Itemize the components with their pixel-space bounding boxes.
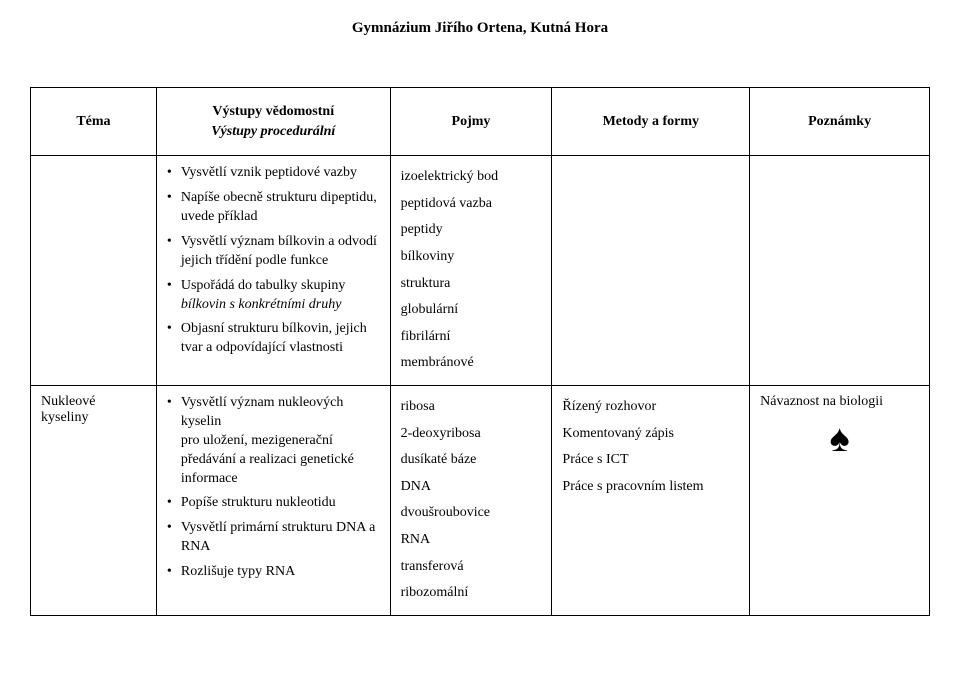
- list-item: fibrilární: [401, 324, 542, 351]
- list-item: Práce s ICT: [562, 447, 739, 474]
- list-item: globulární: [401, 297, 542, 324]
- list-item: Uspořádá do tabulky skupiny bílkovin s k…: [167, 277, 380, 315]
- cell-pojmy: izoelektrický bodpeptidová vazbapeptidyb…: [390, 156, 552, 386]
- cell-metody: Řízený rozhovorKomentovaný zápisPráce s …: [552, 385, 750, 615]
- page-title: Gymnázium Jiřího Ortena, Kutná Hora: [30, 20, 930, 37]
- col-header-metody: Metody a formy: [552, 88, 750, 156]
- list-item: Vysvětlí primární strukturu DNA a RNA: [167, 519, 380, 557]
- list-item: Rozlišuje typy RNA: [167, 563, 380, 582]
- spade-icon: ♠: [760, 420, 919, 458]
- cell-vystupy: Vysvětlí význam nukleových kyselinpro ul…: [156, 385, 390, 615]
- list-item: Vysvětlí význam bílkovin a odvodí jejich…: [167, 233, 380, 271]
- list-item: dvoušroubovice: [401, 500, 542, 527]
- list-item: Vysvětlí význam nukleových kyselinpro ul…: [167, 394, 380, 488]
- list-item: bílkoviny: [401, 244, 542, 271]
- list-item: RNA: [401, 527, 542, 554]
- list-item: ribosa: [401, 394, 542, 421]
- list-item: dusíkaté báze: [401, 447, 542, 474]
- list-item: Objasní strukturu bílkovin, jejich tvar …: [167, 320, 380, 358]
- list-item: peptidová vazba: [401, 191, 542, 218]
- table-row: Vysvětlí vznik peptidové vazby Napíše obe…: [31, 156, 930, 386]
- list-item: transferová: [401, 554, 542, 581]
- cell-tema: Nukleové kyseliny: [31, 385, 157, 615]
- col-header-vystupy-line2: Výstupy procedurální: [165, 122, 382, 142]
- list-item: peptidy: [401, 217, 542, 244]
- cell-metody: [552, 156, 750, 386]
- curriculum-table: Téma Výstupy vědomostní Výstupy procedur…: [30, 87, 930, 616]
- poznamky-text: Návaznost na biologii: [760, 394, 919, 410]
- list-item: Vysvětlí vznik peptidové vazby: [167, 164, 380, 183]
- list-item: Napíše obecně strukturu dipeptidu, uvede…: [167, 189, 380, 227]
- list-item: 2-deoxyribosa: [401, 421, 542, 448]
- cell-poznamky: [750, 156, 930, 386]
- cell-poznamky: Návaznost na biologii ♠: [750, 385, 930, 615]
- cell-tema: [31, 156, 157, 386]
- col-header-vystupy-line1: Výstupy vědomostní: [165, 102, 382, 122]
- list-item: ribozomální: [401, 580, 542, 607]
- list-item: membránové: [401, 350, 542, 377]
- table-header-row: Téma Výstupy vědomostní Výstupy procedur…: [31, 88, 930, 156]
- col-header-vystupy: Výstupy vědomostní Výstupy procedurální: [156, 88, 390, 156]
- table-row: Nukleové kyseliny Vysvětlí význam nukleo…: [31, 385, 930, 615]
- list-item: Práce s pracovním listem: [562, 474, 739, 501]
- list-item: Popíše strukturu nukleotidu: [167, 494, 380, 513]
- list-item: izoelektrický bod: [401, 164, 542, 191]
- list-item: struktura: [401, 271, 542, 298]
- cell-pojmy: ribosa2-deoxyribosadusíkaté bázeDNAdvouš…: [390, 385, 552, 615]
- list-item: Komentovaný zápis: [562, 421, 739, 448]
- col-header-tema: Téma: [31, 88, 157, 156]
- cell-vystupy: Vysvětlí vznik peptidové vazby Napíše obe…: [156, 156, 390, 386]
- list-item: DNA: [401, 474, 542, 501]
- col-header-poznamky: Poznámky: [750, 88, 930, 156]
- list-item: Řízený rozhovor: [562, 394, 739, 421]
- col-header-pojmy: Pojmy: [390, 88, 552, 156]
